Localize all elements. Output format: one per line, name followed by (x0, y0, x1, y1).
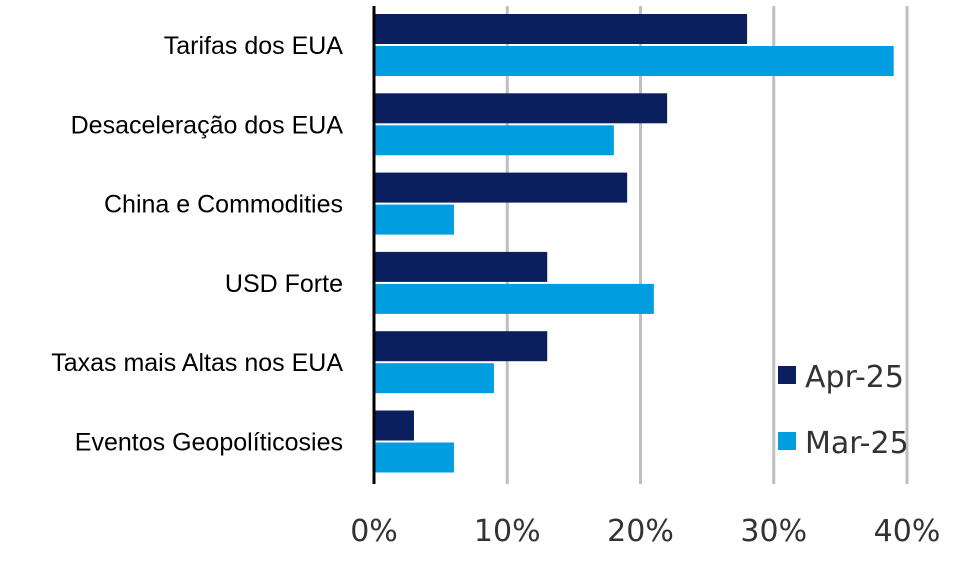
bar-mar-25-1 (374, 125, 614, 156)
category-label-3: USD Forte (225, 270, 343, 298)
bar-mar-25-5 (374, 442, 454, 473)
bar-mar-25-0 (374, 46, 894, 76)
bar-apr-25-0 (374, 14, 748, 44)
category-label-0: Tarifas dos EUA (164, 32, 344, 60)
bar-apr-25-5 (374, 410, 414, 441)
x-tick-label-0: 0% (350, 514, 398, 549)
bar-apr-25-2 (374, 172, 628, 203)
bar-mar-25-3 (374, 283, 654, 314)
category-labels: Tarifas dos EUA Desaceleração dos EUA Chin… (51, 32, 343, 457)
category-label-2: China e Commodities (104, 191, 343, 219)
legend-label-apr-25: Apr-25 (805, 360, 904, 395)
bar-mar-25-4 (374, 363, 494, 394)
bar-apr-25-1 (374, 93, 668, 124)
bar-mar-25-2 (374, 204, 454, 235)
x-tick-label-4: 40% (874, 514, 941, 549)
category-label-5: Eventos Geopolíticosies (75, 429, 343, 457)
category-label-1: Desaceleração dos EUA (71, 111, 344, 139)
x-tick-label-2: 20% (607, 514, 674, 549)
legend-swatch-apr-25 (778, 366, 796, 384)
bars (374, 14, 894, 473)
x-tick-label-3: 30% (740, 514, 807, 549)
x-tick-labels: 0% 10% 20% 30% 40% (350, 514, 940, 549)
category-label-4: Taxas mais Altas nos EUA (51, 349, 343, 377)
x-tick-label-1: 10% (474, 514, 541, 549)
bar-apr-25-3 (374, 251, 548, 282)
gridlines (505, 6, 909, 484)
legend-label-mar-25: Mar-25 (805, 426, 909, 461)
legend: Apr-25 Mar-25 (778, 360, 909, 461)
legend-swatch-mar-25 (778, 432, 796, 450)
bar-apr-25-4 (374, 331, 548, 362)
